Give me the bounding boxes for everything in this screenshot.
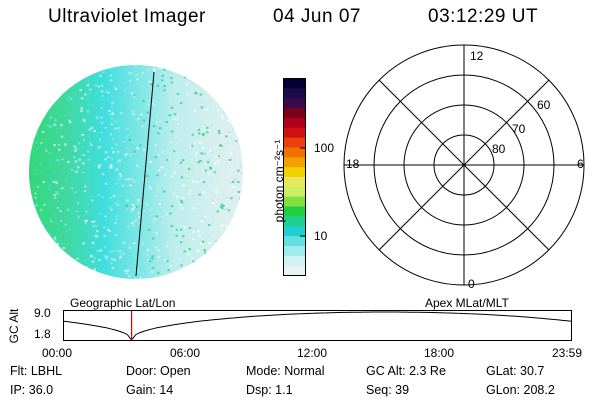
timeline-xtick-0000: 00:00 [42,346,73,360]
status-flt: Flt: LBHL [10,364,63,378]
status-glon: GLon: 208.2 [486,383,555,397]
mlat-label-80: 80 [492,142,506,156]
status-gc-alt: GC Alt: 2.3 Re [366,364,446,378]
colorbar-tick-100: 100 [314,141,335,155]
timeline-ymin: 1.8 [34,327,51,341]
status-mode: Mode: Normal [246,364,325,378]
status-ip: IP: 36.0 [10,383,54,397]
status-seq: Seq: 39 [366,383,410,397]
status-gain: Gain: 14 [126,383,174,397]
color-scale-bar [283,78,306,276]
date-label: 04 Jun 07 [273,6,361,27]
status-door: Door: Open [126,364,191,378]
timeline-xtick-0600: 06:00 [170,346,201,360]
terminator-line [135,71,155,277]
timeline-xtick-1200: 12:00 [297,346,328,360]
timeline-left-title: Geographic Lat/Lon [70,296,176,310]
timeline-right-title: Apex MLat/MLT [425,296,509,310]
time-label: 03:12:29 UT [428,6,539,27]
timeline-ymax: 9.0 [34,306,51,320]
gc-alt-curve [63,311,572,341]
mlt-label-0: 0 [468,277,475,291]
mlt-label-12: 12 [470,49,484,63]
timeline-xtick-2359: 23:59 [552,346,583,360]
mlat-label-70: 70 [512,122,526,136]
instrument-title: Ultraviolet Imager [48,6,206,27]
colorbar-tick-10: 10 [314,229,328,243]
status-glat: GLat: 30.7 [486,364,545,378]
status-dsp: Dsp: 1.1 [246,383,293,397]
mlat-label-60: 60 [537,98,551,112]
mlt-label-6: 6 [577,157,584,171]
mlt-label-18: 18 [346,157,360,171]
timeline-xtick-1800: 18:00 [424,346,455,360]
